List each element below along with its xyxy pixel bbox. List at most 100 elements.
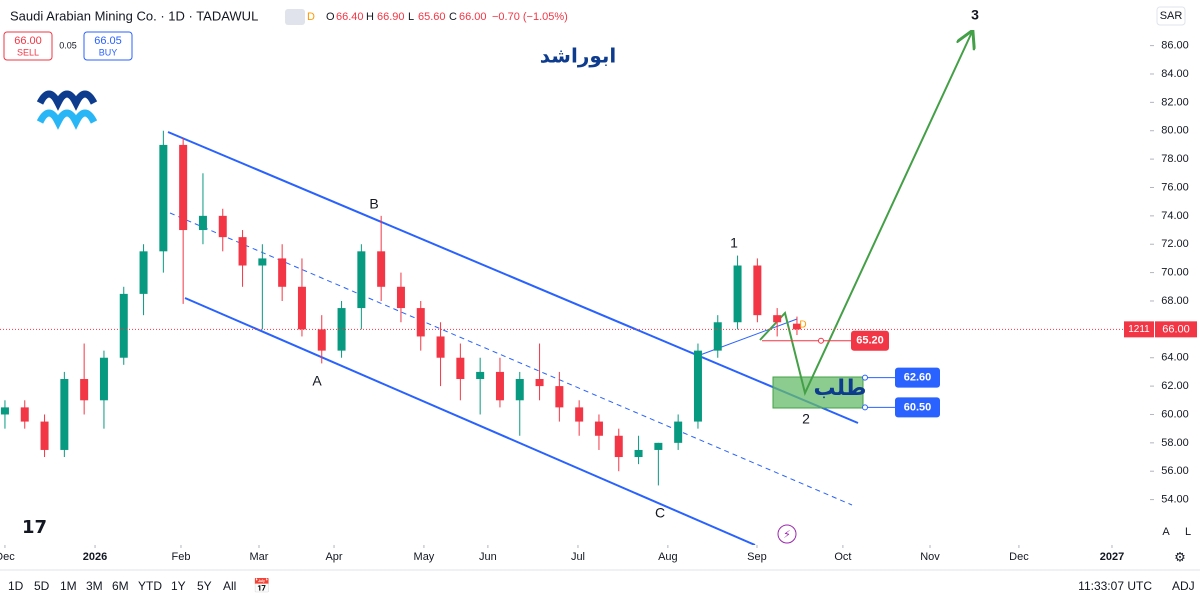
y-tick-label: 58.00	[1161, 437, 1189, 449]
range-button[interactable]: 1Y	[171, 579, 186, 593]
wave-projection	[759, 32, 972, 396]
range-button[interactable]: 1D	[8, 579, 24, 593]
candle-body	[337, 308, 346, 351]
candle-body	[792, 323, 801, 330]
candle-body	[476, 371, 485, 380]
candle-body	[20, 407, 29, 422]
candle-body	[674, 421, 683, 443]
x-tick-label: Sep	[747, 551, 767, 563]
candle-body	[258, 258, 267, 266]
wave-label: B	[369, 196, 378, 212]
candle-body	[0, 407, 9, 415]
event-icon-glyph: ⚡	[783, 529, 791, 541]
ohlc-part: 66.40	[336, 11, 364, 23]
range-button[interactable]: 5Y	[197, 579, 212, 593]
wave-label: A	[312, 373, 322, 389]
candle-body	[654, 442, 663, 450]
candle-body	[297, 286, 306, 330]
ohlc-part: H	[366, 11, 374, 23]
range-button[interactable]: 5D	[34, 579, 50, 593]
candle-body	[614, 435, 623, 458]
x-tick-label: Nov	[920, 551, 940, 563]
candle-body	[416, 308, 425, 337]
x-tick-label: Jul	[571, 551, 585, 563]
y-tick-label: 64.00	[1161, 352, 1189, 364]
range-button[interactable]: 3M	[86, 579, 103, 593]
date-range-icon[interactable]: 📅	[253, 578, 270, 594]
range-button[interactable]: YTD	[138, 579, 162, 593]
candle-body	[456, 357, 465, 380]
symbol: Saudi Arabian Mining Co. · 1D · TADAWUL	[10, 8, 258, 23]
adj-button[interactable]: ADJ	[1172, 579, 1195, 593]
last-badge: 1211	[1128, 324, 1150, 335]
level-box	[895, 367, 940, 388]
range-button[interactable]: 1M	[60, 579, 77, 593]
y-tick-label: 80.00	[1161, 125, 1189, 137]
currency: SAR	[1160, 10, 1183, 22]
y-tick-label: 60.00	[1161, 408, 1189, 420]
logo	[36, 90, 98, 130]
candle-body	[594, 421, 603, 436]
sell-price: 66.00	[14, 35, 42, 47]
candle-body	[198, 215, 207, 231]
wave-label: 2	[802, 411, 810, 427]
y-tick-label: 84.00	[1161, 68, 1189, 80]
y-tick-label: 62.00	[1161, 380, 1189, 392]
level-dot	[862, 374, 868, 381]
scale-button[interactable]: L	[1185, 526, 1191, 538]
buy-button[interactable]	[83, 31, 133, 61]
sell-button[interactable]	[3, 31, 53, 61]
candle-body	[495, 371, 504, 401]
range-button[interactable]: 6M	[112, 579, 129, 593]
buy-label: BUY	[99, 47, 118, 57]
y-tick-label: 74.00	[1161, 210, 1189, 222]
range-button[interactable]: All	[223, 579, 236, 593]
scale-button[interactable]: A	[1162, 526, 1170, 538]
level-label: 65.20	[856, 335, 884, 347]
interval-badge: D	[307, 11, 315, 23]
wave-label: 1	[730, 235, 738, 251]
demand-zone	[772, 376, 864, 409]
tv-logo: 𝟭𝟳	[22, 517, 47, 537]
price-axis	[1150, 0, 1200, 570]
level-dot	[862, 404, 868, 411]
x-tick-label: 2026	[83, 551, 107, 563]
level-label: 60.50	[904, 401, 932, 413]
y-tick-label: 76.00	[1161, 181, 1189, 193]
channel-mid	[169, 212, 853, 506]
candle-body	[377, 251, 386, 287]
badge-bg	[285, 9, 305, 25]
currency-button[interactable]	[1156, 6, 1186, 26]
candle-body	[436, 336, 445, 358]
x-tick-label: 2027	[1100, 551, 1124, 563]
last-price-label: 66.00	[1162, 323, 1190, 335]
ohlc-part: 65.60	[418, 11, 446, 23]
clock: 11:33:07 UTC	[1078, 579, 1152, 593]
x-tick-label: Dec	[1009, 551, 1029, 563]
plot-area	[0, 32, 972, 545]
last-badge-bg	[1124, 321, 1154, 338]
y-tick-label: 56.00	[1161, 465, 1189, 477]
x-tick-label: Jun	[479, 551, 497, 563]
d-marker: D	[799, 320, 806, 331]
candle-body	[753, 265, 762, 316]
level-dot	[818, 337, 824, 344]
channel-lower	[184, 297, 756, 545]
wave-label: 3	[971, 7, 979, 23]
ohlc-part: −0.70 (−1.05%)	[492, 11, 568, 23]
event-icon	[777, 524, 797, 544]
settings-icon[interactable]: ⚙	[1174, 549, 1186, 564]
x-tick-label: Dec	[0, 551, 15, 563]
candle-body	[80, 379, 89, 401]
candle-body	[693, 350, 702, 422]
level-label: 62.60	[904, 371, 932, 383]
y-tick-label: 72.00	[1161, 238, 1189, 250]
candle-body	[713, 322, 722, 351]
spread: 0.05	[59, 40, 77, 50]
candle-body	[396, 286, 405, 309]
candle-body	[773, 315, 782, 323]
candle-body	[317, 329, 326, 351]
ohlc-part: 66.00	[459, 11, 487, 23]
